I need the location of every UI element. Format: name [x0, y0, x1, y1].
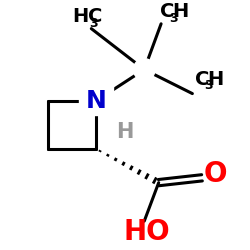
Bar — [79, 86, 113, 115]
Text: C: C — [195, 70, 209, 89]
Text: HO: HO — [123, 218, 170, 246]
Circle shape — [134, 59, 155, 80]
Text: N: N — [86, 89, 106, 113]
Text: 3: 3 — [89, 17, 97, 30]
Text: 3: 3 — [204, 80, 212, 92]
Text: C: C — [160, 2, 174, 22]
Text: H: H — [73, 7, 89, 26]
Text: H: H — [116, 122, 134, 142]
Text: H: H — [172, 2, 188, 22]
Text: H: H — [207, 70, 224, 89]
Text: 3: 3 — [169, 12, 177, 25]
Text: O: O — [204, 160, 227, 188]
Text: C: C — [88, 7, 102, 26]
